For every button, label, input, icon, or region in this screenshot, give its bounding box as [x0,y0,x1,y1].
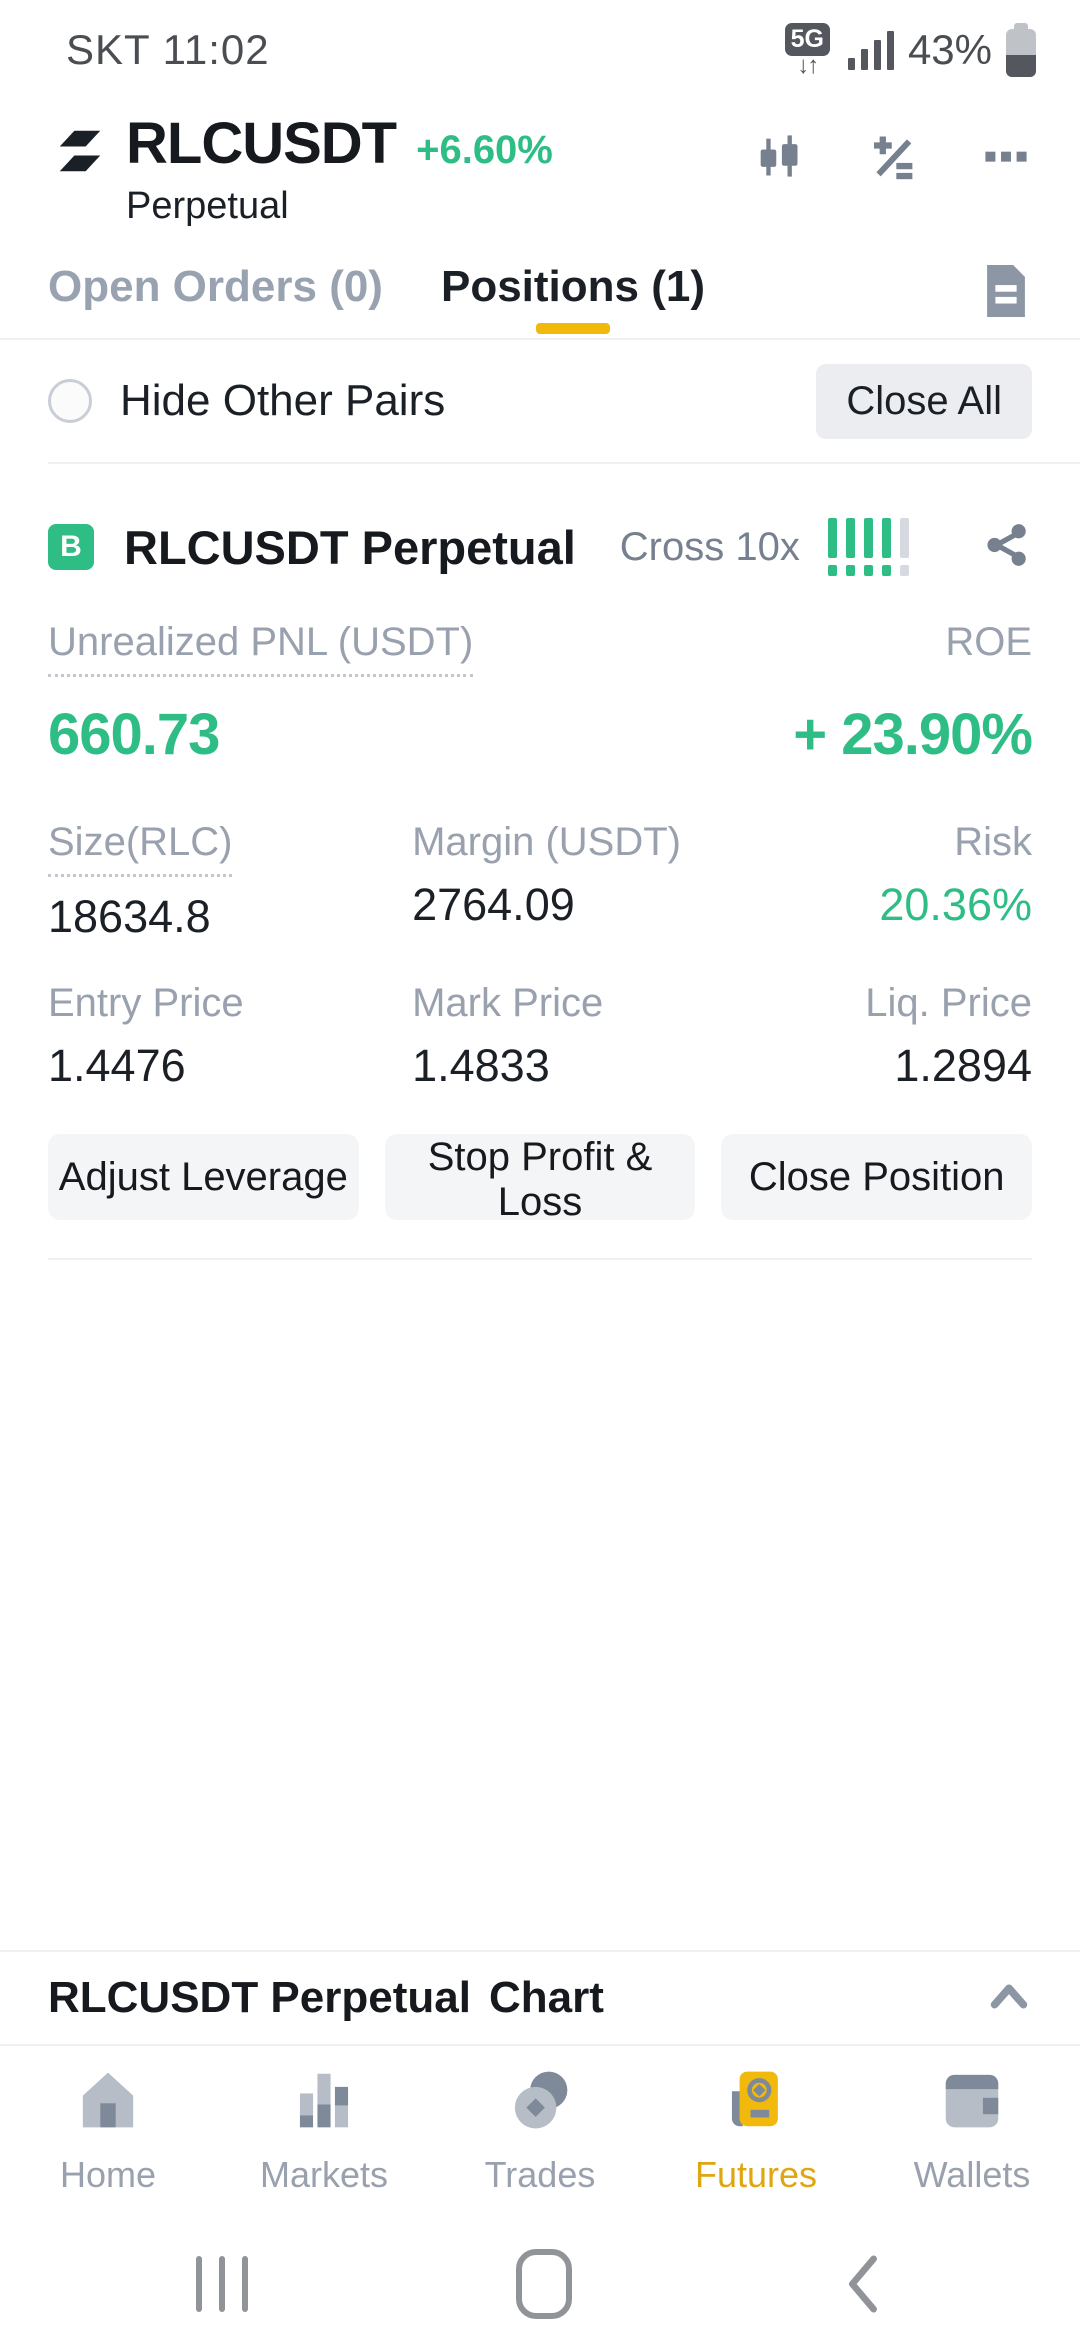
tab-positions[interactable]: Positions (1) [441,262,705,338]
tab-open-orders[interactable]: Open Orders (0) [48,262,383,311]
leverage-mode-label: Cross 10x [619,524,800,569]
roe-value: + 23.90% [793,702,1033,767]
active-tab-indicator [535,323,610,334]
pnl-values-row: 660.73 + 23.90% [48,701,1033,768]
size-label[interactable]: Size(RLC) [48,820,233,877]
stat-entry-price: Entry Price 1.4476 [48,981,412,1092]
nav-trades[interactable]: Trades [432,2062,648,2196]
liq-price-label: Liq. Price [865,981,1032,1025]
liq-price-value: 1.2894 [894,1040,1032,1091]
position-pair-title: RLCUSDT Perpetual [124,520,576,574]
radio-unchecked-icon[interactable] [48,379,92,423]
chart-pair-label: RLCUSDT Perpetual [48,1973,471,2022]
position-card: B RLCUSDT Perpetual Cross 10x Unrealized… [0,464,1080,1260]
recents-button[interactable] [196,2256,248,2312]
more-options-icon[interactable] [980,130,1032,187]
pnl-labels-row: Unrealized PNL (USDT) ROE [48,620,1032,677]
swap-pairs-icon[interactable] [48,124,112,183]
status-icons: 5G ↓↑ 43% [784,22,1036,78]
mark-price-label: Mark Price [412,981,604,1025]
position-card-header: B RLCUSDT Perpetual Cross 10x [48,518,1032,576]
carrier-time-label: SKT 11:02 [66,26,270,73]
symbol-title[interactable]: RLCUSDT [126,111,397,176]
android-navigation-bar [0,2228,1080,2340]
chevron-up-icon[interactable] [986,1976,1032,2021]
unrealized-pnl-label[interactable]: Unrealized PNL (USDT) [48,620,474,677]
header-actions [752,130,1032,187]
nav-markets[interactable]: Markets [216,2062,432,2196]
share-position-icon[interactable] [982,520,1032,575]
candlestick-chart-icon[interactable] [752,130,804,187]
back-button[interactable] [840,2253,884,2315]
entry-price-value: 1.4476 [48,1040,186,1091]
card-bottom-divider [48,1258,1032,1260]
home-icon [73,2062,143,2138]
battery-icon [1006,23,1036,77]
calculator-icon[interactable] [866,130,918,187]
tabs-divider [0,338,1080,340]
orders-positions-tabs: Open Orders (0) Positions (1) [0,228,1080,338]
contract-type-label: Perpetual [126,185,289,227]
price-change-percent: +6.60% [416,128,553,172]
home-button[interactable] [516,2249,572,2319]
nav-futures[interactable]: Futures [648,2062,864,2196]
filter-divider [48,462,1080,464]
buy-side-badge: B [48,524,94,570]
adjust-leverage-button[interactable]: Adjust Leverage [48,1134,359,1220]
entry-price-label: Entry Price [48,981,244,1025]
stat-liq-price: Liq. Price 1.2894 [786,981,1032,1092]
size-value: 18634.8 [48,891,211,942]
stat-risk: Risk 20.36% [786,820,1032,943]
position-stats-grid: Size(RLC) 18634.8 Margin (USDT) 2764.09 … [48,820,1032,1092]
roe-label: ROE [945,620,1032,664]
hide-other-pairs-toggle[interactable]: Hide Other Pairs [48,376,445,426]
close-all-button[interactable]: Close All [816,363,1032,439]
risk-value: 20.36% [879,879,1032,930]
5g-network-icon: 5G ↓↑ [784,22,830,78]
stat-mark-price: Mark Price 1.4833 [412,981,786,1092]
empty-space [0,1260,1080,1950]
stat-margin: Margin (USDT) 2764.09 [412,820,786,943]
risk-label: Risk [954,820,1032,864]
symbol-selector[interactable]: RLCUSDT +6.60% Perpetual [48,110,553,228]
markets-bars-icon [289,2062,359,2138]
margin-label: Margin (USDT) [412,820,681,864]
wallet-icon [937,2062,1007,2138]
battery-percent-label: 43% [907,26,992,73]
status-bar: SKT 11:02 5G ↓↑ 43% [0,0,1080,100]
positions-filter-row: Hide Other Pairs Close All [0,340,1080,462]
close-position-button[interactable]: Close Position [721,1134,1033,1220]
nav-wallets[interactable]: Wallets [864,2062,1080,2196]
chart-panel-toggle[interactable]: RLCUSDT Perpetual Chart [0,1950,1080,2046]
app-header: RLCUSDT +6.60% Perpetual [0,100,1080,228]
chart-word-label: Chart [488,1973,604,2022]
stat-size: Size(RLC) 18634.8 [48,820,412,943]
position-actions: Adjust Leverage Stop Profit & Loss Close… [48,1134,1033,1224]
order-history-icon[interactable] [980,262,1032,325]
margin-value: 2764.09 [412,879,575,930]
hide-other-pairs-label: Hide Other Pairs [120,376,446,425]
stop-profit-loss-button[interactable]: Stop Profit & Loss [384,1134,696,1224]
bottom-navigation: Home Markets Trades [0,2046,1080,2228]
signal-strength-icon [847,30,894,70]
trades-coins-icon [505,2062,575,2138]
futures-contract-icon [721,2062,791,2138]
mark-price-value: 1.4833 [412,1040,550,1091]
nav-home[interactable]: Home [0,2062,216,2196]
risk-level-icon [827,518,909,576]
unrealized-pnl-value: 660.73 [48,702,220,767]
